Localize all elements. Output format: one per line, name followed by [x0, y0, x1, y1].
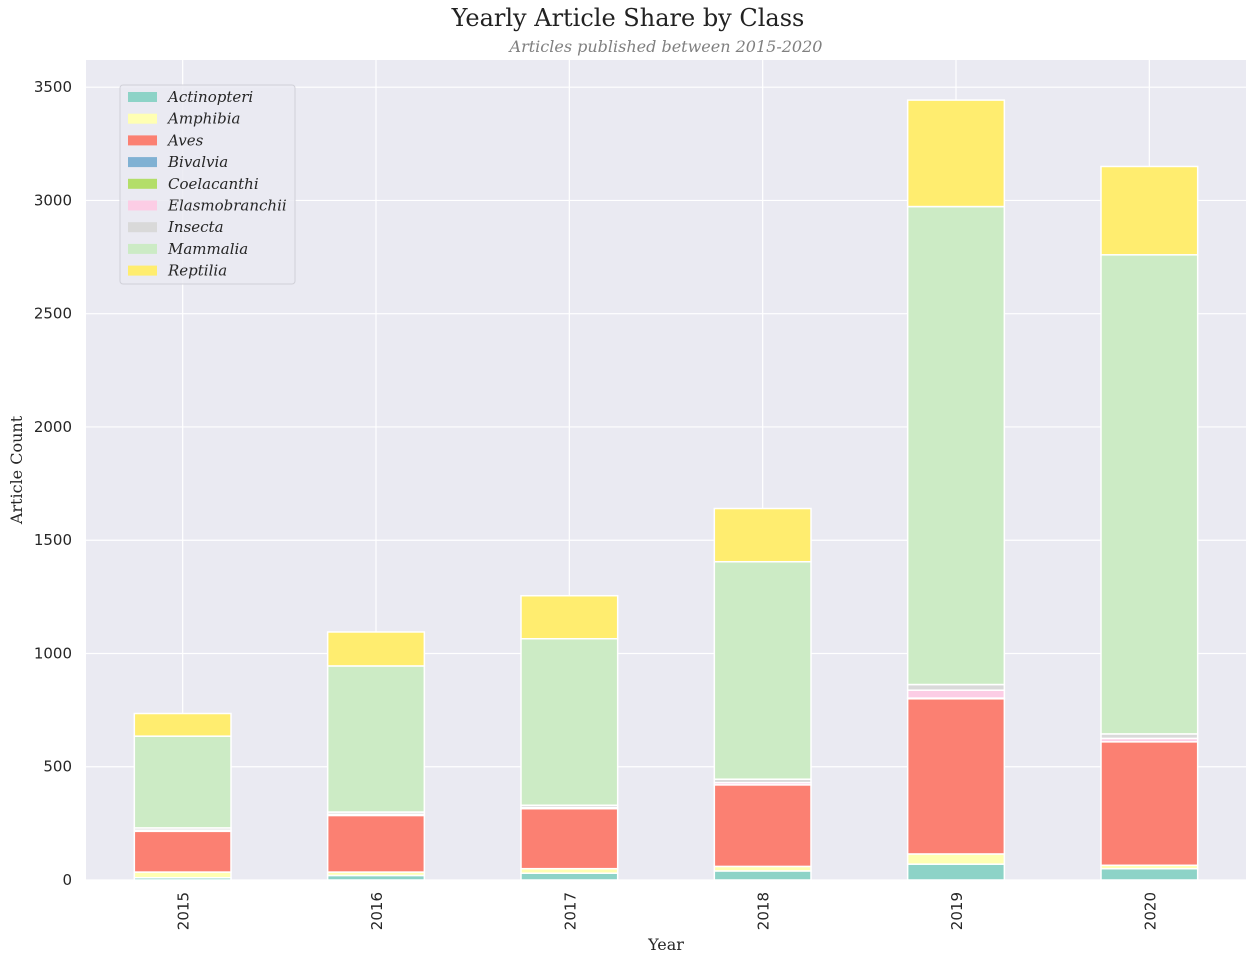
- y-tick-label: 1000: [34, 644, 72, 662]
- legend-label: Elasmobranchii: [167, 197, 287, 215]
- legend-swatch: [128, 113, 157, 124]
- x-tick-label: 2019: [948, 892, 966, 930]
- y-axis-label: Article Count: [7, 415, 26, 525]
- y-tick-label: 3000: [34, 191, 72, 209]
- legend-label: Amphibia: [166, 110, 240, 128]
- bar-segment: [906, 683, 1006, 691]
- bar-segment: [713, 784, 812, 868]
- legend-swatch: [128, 243, 157, 254]
- bar-segment: [326, 665, 426, 813]
- legend-label: Coelacanthi: [168, 175, 259, 193]
- x-tick-label: 2016: [368, 892, 386, 930]
- y-tick-label: 2500: [34, 305, 72, 323]
- legend-swatch: [128, 157, 157, 168]
- x-axis-ticks: 2015 2016 2017 2018 2019 2020: [175, 892, 1160, 930]
- legend-swatch: [128, 178, 157, 189]
- bar-segment: [520, 594, 619, 640]
- bar-segment: [1100, 254, 1199, 735]
- legend-box: [119, 84, 296, 285]
- legend-swatch: [128, 135, 157, 146]
- bar-segment: [520, 638, 619, 806]
- bar-segment: [713, 507, 812, 563]
- bar-segment: [713, 870, 812, 881]
- y-tick-label: 500: [43, 758, 72, 776]
- y-tick-label: 0: [62, 871, 72, 889]
- bar-segment: [133, 830, 232, 873]
- bar-segment: [1100, 867, 1199, 881]
- legend-label: Bivalvia: [167, 153, 228, 171]
- x-tick-label: 2017: [561, 892, 579, 930]
- legend-label: Aves: [166, 131, 204, 149]
- x-tick-label: 2015: [175, 892, 193, 930]
- chart-subtitle: Articles published between 2015-2020: [509, 37, 823, 56]
- bar-segment: [906, 698, 1006, 855]
- legend-swatch: [128, 200, 157, 211]
- bars: [133, 99, 1199, 881]
- bar-segment: [906, 863, 1006, 881]
- legend-label: Reptilia: [167, 262, 227, 280]
- bar-segment: [326, 631, 426, 667]
- bar-segment: [906, 99, 1006, 208]
- legend-swatch: [128, 222, 157, 233]
- chart-title: Yearly Article Share by Class: [451, 4, 805, 32]
- bar-segment: [520, 807, 619, 870]
- legend-swatch: [128, 265, 157, 276]
- y-axis-ticks: 0 500 1000 1500 2000 2500 3000 3500: [34, 78, 72, 889]
- bar-segment: [1100, 741, 1199, 867]
- legend-label: Mammalia: [167, 240, 248, 258]
- bar-segment: [906, 689, 1006, 699]
- bar-segment: [1100, 165, 1199, 256]
- bar-segment: [133, 871, 232, 879]
- bar-segment: [326, 814, 426, 873]
- x-tick-label: 2018: [755, 892, 773, 930]
- y-tick-label: 3500: [34, 78, 72, 96]
- legend-label: Insecta: [167, 218, 224, 236]
- x-tick-label: 2020: [1141, 892, 1159, 930]
- bar-segment: [906, 853, 1006, 865]
- x-axis-label: Year: [647, 935, 684, 954]
- bar-segment: [133, 712, 232, 737]
- legend: Actinopteri Amphibia Aves Bivalvia Coelacant…: [119, 84, 296, 285]
- bar-segment: [520, 872, 619, 881]
- legend-label: Actinopteri: [166, 88, 253, 106]
- y-tick-label: 2000: [34, 418, 72, 436]
- legend-swatch: [128, 92, 157, 102]
- bar-segment: [133, 735, 232, 829]
- bar-segment: [906, 205, 1006, 686]
- bar-segment: [713, 560, 812, 780]
- y-tick-label: 1500: [34, 531, 72, 549]
